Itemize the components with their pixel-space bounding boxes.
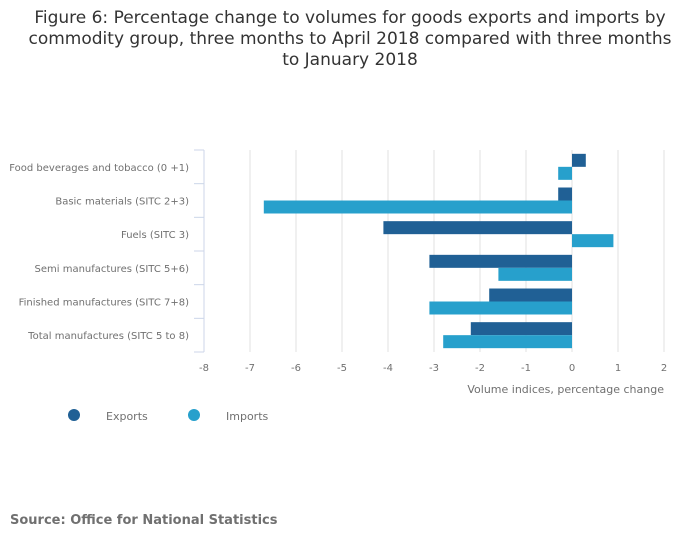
category-label: Semi manufactures (SITC 5+6) — [35, 264, 190, 275]
x-tick-label: 2 — [661, 363, 667, 374]
x-tick-label: -1 — [521, 363, 531, 374]
legend-marker-exports — [68, 409, 80, 421]
bar-exports — [489, 288, 572, 302]
source-note: Source: Office for National Statistics — [10, 513, 278, 528]
category-label: Finished manufactures (SITC 7+8) — [19, 298, 190, 309]
category-label: Basic materials (SITC 2+3) — [55, 197, 189, 208]
bar-exports — [429, 254, 572, 268]
x-tick-label: 0 — [569, 363, 575, 374]
category-label: Fuels (SITC 3) — [121, 230, 189, 241]
x-tick-label: -5 — [337, 363, 347, 374]
bar-exports — [470, 322, 572, 336]
x-tick-label: -4 — [383, 363, 393, 374]
bar-imports — [429, 301, 572, 315]
category-label: Total manufactures (SITC 5 to 8) — [27, 331, 189, 342]
bar-imports — [263, 200, 572, 214]
x-tick-label: -2 — [475, 363, 485, 374]
x-tick-label: -6 — [291, 363, 301, 374]
bar-imports — [443, 335, 572, 349]
legend-label-imports: Imports — [226, 410, 269, 423]
legend-marker-imports — [188, 409, 200, 421]
bar-imports — [558, 166, 572, 180]
bar-exports — [558, 187, 572, 201]
x-tick-label: -3 — [429, 363, 439, 374]
bar-imports — [572, 234, 614, 248]
x-tick-label: 1 — [615, 363, 621, 374]
bar-exports — [383, 221, 572, 235]
legend-label-exports: Exports — [106, 410, 148, 423]
x-tick-label: -8 — [199, 363, 209, 374]
bar-exports — [572, 153, 586, 167]
x-axis-title: Volume indices, percentage change — [467, 383, 664, 396]
x-tick-label: -7 — [245, 363, 255, 374]
chart-title: Figure 6: Percentage change to volumes f… — [28, 8, 672, 70]
category-label: Food beverages and tobacco (0 +1) — [9, 163, 189, 174]
bar-imports — [498, 267, 572, 281]
